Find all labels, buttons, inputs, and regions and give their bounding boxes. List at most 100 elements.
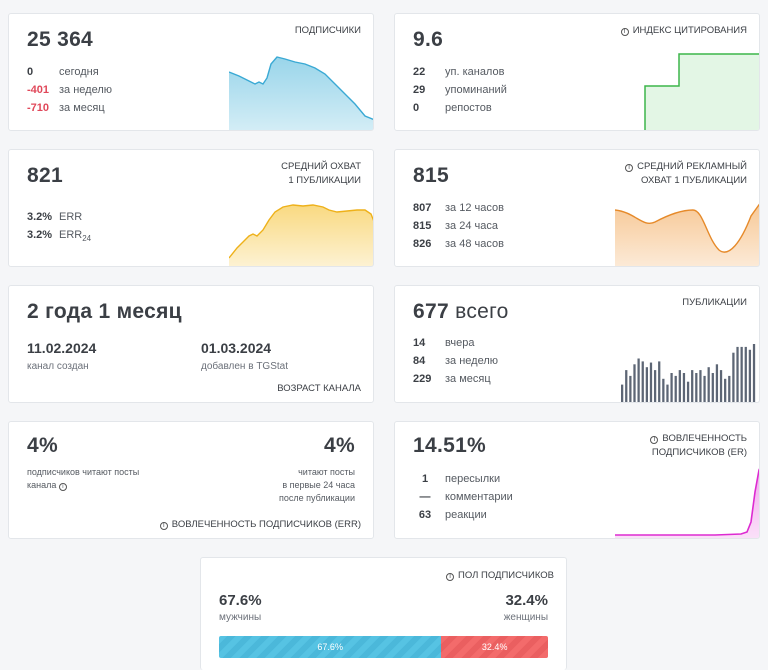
publication-bar: [719, 370, 723, 402]
info-icon[interactable]: i: [620, 28, 629, 36]
er-title: i ВОВЛЕЧЕННОСТЬ ПОДПИСЧИКОВ (ER): [650, 433, 747, 458]
subscribers-title: ПОДПИСЧИКИ: [294, 25, 361, 36]
er-value: 14.51%: [413, 434, 487, 457]
publications-value: 677 всего: [413, 300, 509, 323]
reach-value: 821: [27, 164, 63, 187]
reach-card[interactable]: 821 СРЕДНИЙ ОХВАТ 1 ПУБЛИКАЦИИ 3.2% ERR 3.…: [8, 149, 374, 267]
publication-bar: [625, 370, 628, 402]
female-label: женщины: [503, 612, 548, 623]
publication-bar: [703, 375, 706, 402]
stat-row: -401 за неделю: [27, 84, 113, 96]
ad-reach-sparkline: [615, 203, 759, 266]
publication-bar: [682, 373, 686, 402]
gender-title: i ПОЛ ПОДПИСЧИКОВ: [446, 569, 554, 583]
ad-reach-card[interactable]: 815 i СРЕДНИЙ РЕКЛАМНЫЙ ОХВАТ 1 ПУБЛИКАЦИИ…: [394, 149, 760, 267]
publications-title: ПУБЛИКАЦИИ: [682, 297, 747, 308]
citation-sparkline: [644, 53, 759, 130]
publication-bar: [629, 375, 632, 402]
female-value: 32.4%: [505, 592, 548, 609]
stat-row: 229 за месяц: [413, 373, 491, 385]
publication-bar: [674, 375, 677, 402]
subscribers-sparkline: [229, 56, 373, 130]
publication-bar: [649, 362, 653, 402]
publication-bar: [740, 346, 743, 402]
publication-bar: [744, 346, 747, 402]
stat-row: 807 за 12 часов: [413, 202, 504, 214]
citation-stats: 22 уп. каналов 29 упоминаний 0 репостов: [413, 63, 507, 117]
info-icon[interactable]: i: [58, 483, 67, 491]
stat-row: 22 уп. каналов: [413, 66, 505, 78]
publication-bar: [736, 346, 739, 402]
publication-bar: [715, 364, 719, 402]
stat-row: 815 за 24 часа: [413, 220, 498, 232]
publications-stats: 14 вчера 84 за неделю 229 за месяц: [413, 334, 498, 388]
male-label: мужчины: [219, 612, 262, 623]
stat-row: 14 вчера: [413, 337, 475, 349]
added-date: 01.03.2024: [201, 340, 272, 356]
citation-card[interactable]: 9.6 i ИНДЕКС ЦИТИРОВАНИЯ 22 уп. каналов 29…: [394, 13, 760, 131]
stat-row: 0 репостов: [413, 102, 492, 114]
publication-bar: [695, 373, 698, 402]
male-bar: 67.6%: [219, 636, 442, 658]
stat-row: 63 реакции: [418, 509, 487, 521]
publication-bar: [711, 373, 714, 402]
added-label: добавлен в TGStat: [201, 361, 289, 372]
age-value: 2 года 1 месяц: [27, 300, 182, 323]
stat-row: 826 за 48 часов: [413, 238, 504, 250]
publication-bar: [732, 352, 735, 402]
info-icon[interactable]: i: [159, 522, 168, 530]
stat-row: -710 за месяц: [27, 102, 105, 114]
stat-row: 29 упоминаний: [413, 84, 507, 96]
publications-bar-sparkline: [621, 344, 756, 402]
er-sparkline: [615, 468, 759, 538]
err-left-value: 4%: [27, 434, 58, 457]
publication-bar: [621, 384, 624, 402]
gender-bar: 67.6% 32.4%: [219, 636, 548, 658]
publication-bar: [653, 370, 657, 402]
publication-bar: [658, 361, 661, 402]
created-label: канал создан: [27, 361, 89, 372]
publications-card[interactable]: 677 всего ПУБЛИКАЦИИ 14 вчера 84 за неделю…: [394, 285, 760, 403]
publication-bar: [699, 370, 702, 402]
err-left-text: подписчиков читают посты канала i: [27, 467, 140, 491]
err-card[interactable]: 4% подписчиков читают посты канала i 4% ч…: [8, 421, 374, 539]
publication-bar: [752, 344, 756, 402]
gender-card[interactable]: i ПОЛ ПОДПИСЧИКОВ 67.6% мужчины 32.4% жен…: [200, 557, 567, 670]
ad-reach-stats: 807 за 12 часов 815 за 24 часа 826 за 48 ча…: [413, 199, 504, 253]
stat-row: 0 сегодня: [27, 66, 99, 78]
stat-row: 84 за неделю: [413, 355, 499, 367]
ad-reach-value: 815: [413, 164, 449, 187]
err-right-text: читают посты в первые 24 часа после публик…: [279, 467, 355, 503]
publication-bar: [637, 358, 640, 402]
subscribers-stats: 0 сегодня -401 за неделю -710 за месяц: [27, 63, 112, 117]
reach-stats: 3.2% ERR 3.2% ERR24: [27, 208, 91, 248]
publication-bar: [691, 370, 694, 402]
publication-bar: [633, 364, 636, 402]
publication-bar: [670, 373, 673, 402]
er-stats: 1 пересылки — комментарии 63 реакции: [413, 470, 513, 524]
publication-bar: [686, 381, 690, 402]
publication-bar: [728, 375, 731, 402]
reach-sparkline: [229, 204, 373, 266]
publication-bar: [707, 367, 710, 402]
subscribers-card[interactable]: 25 364 ПОДПИСЧИКИ 0 сегодня -401 за неделю…: [8, 13, 374, 131]
publication-bar: [724, 378, 727, 402]
publication-bar: [641, 361, 644, 402]
info-icon[interactable]: i: [650, 436, 659, 444]
publication-bar: [748, 349, 752, 402]
citation-value: 9.6: [413, 28, 444, 51]
citation-title: i ИНДЕКС ЦИТИРОВАНИЯ: [620, 24, 747, 38]
stat-row: — комментарии: [419, 491, 513, 503]
age-card[interactable]: 2 года 1 месяц 11.02.2024 канал создан 0…: [8, 285, 374, 403]
stat-row: 1 пересылки: [421, 473, 501, 485]
info-icon[interactable]: i: [625, 164, 634, 172]
er-card[interactable]: 14.51% i ВОВЛЕЧЕННОСТЬ ПОДПИСЧИКОВ (ER) 1п…: [394, 421, 760, 539]
stat-row: 3.2% ERR24: [27, 229, 92, 244]
reach-title: СРЕДНИЙ ОХВАТ 1 ПУБЛИКАЦИИ: [281, 161, 361, 186]
publication-bar: [678, 370, 681, 402]
age-footer: ВОЗРАСТ КАНАЛА: [277, 383, 361, 394]
male-value: 67.6%: [219, 592, 262, 609]
female-bar: 32.4%: [441, 636, 548, 658]
info-icon[interactable]: i: [446, 573, 455, 581]
publication-bar: [662, 378, 665, 402]
